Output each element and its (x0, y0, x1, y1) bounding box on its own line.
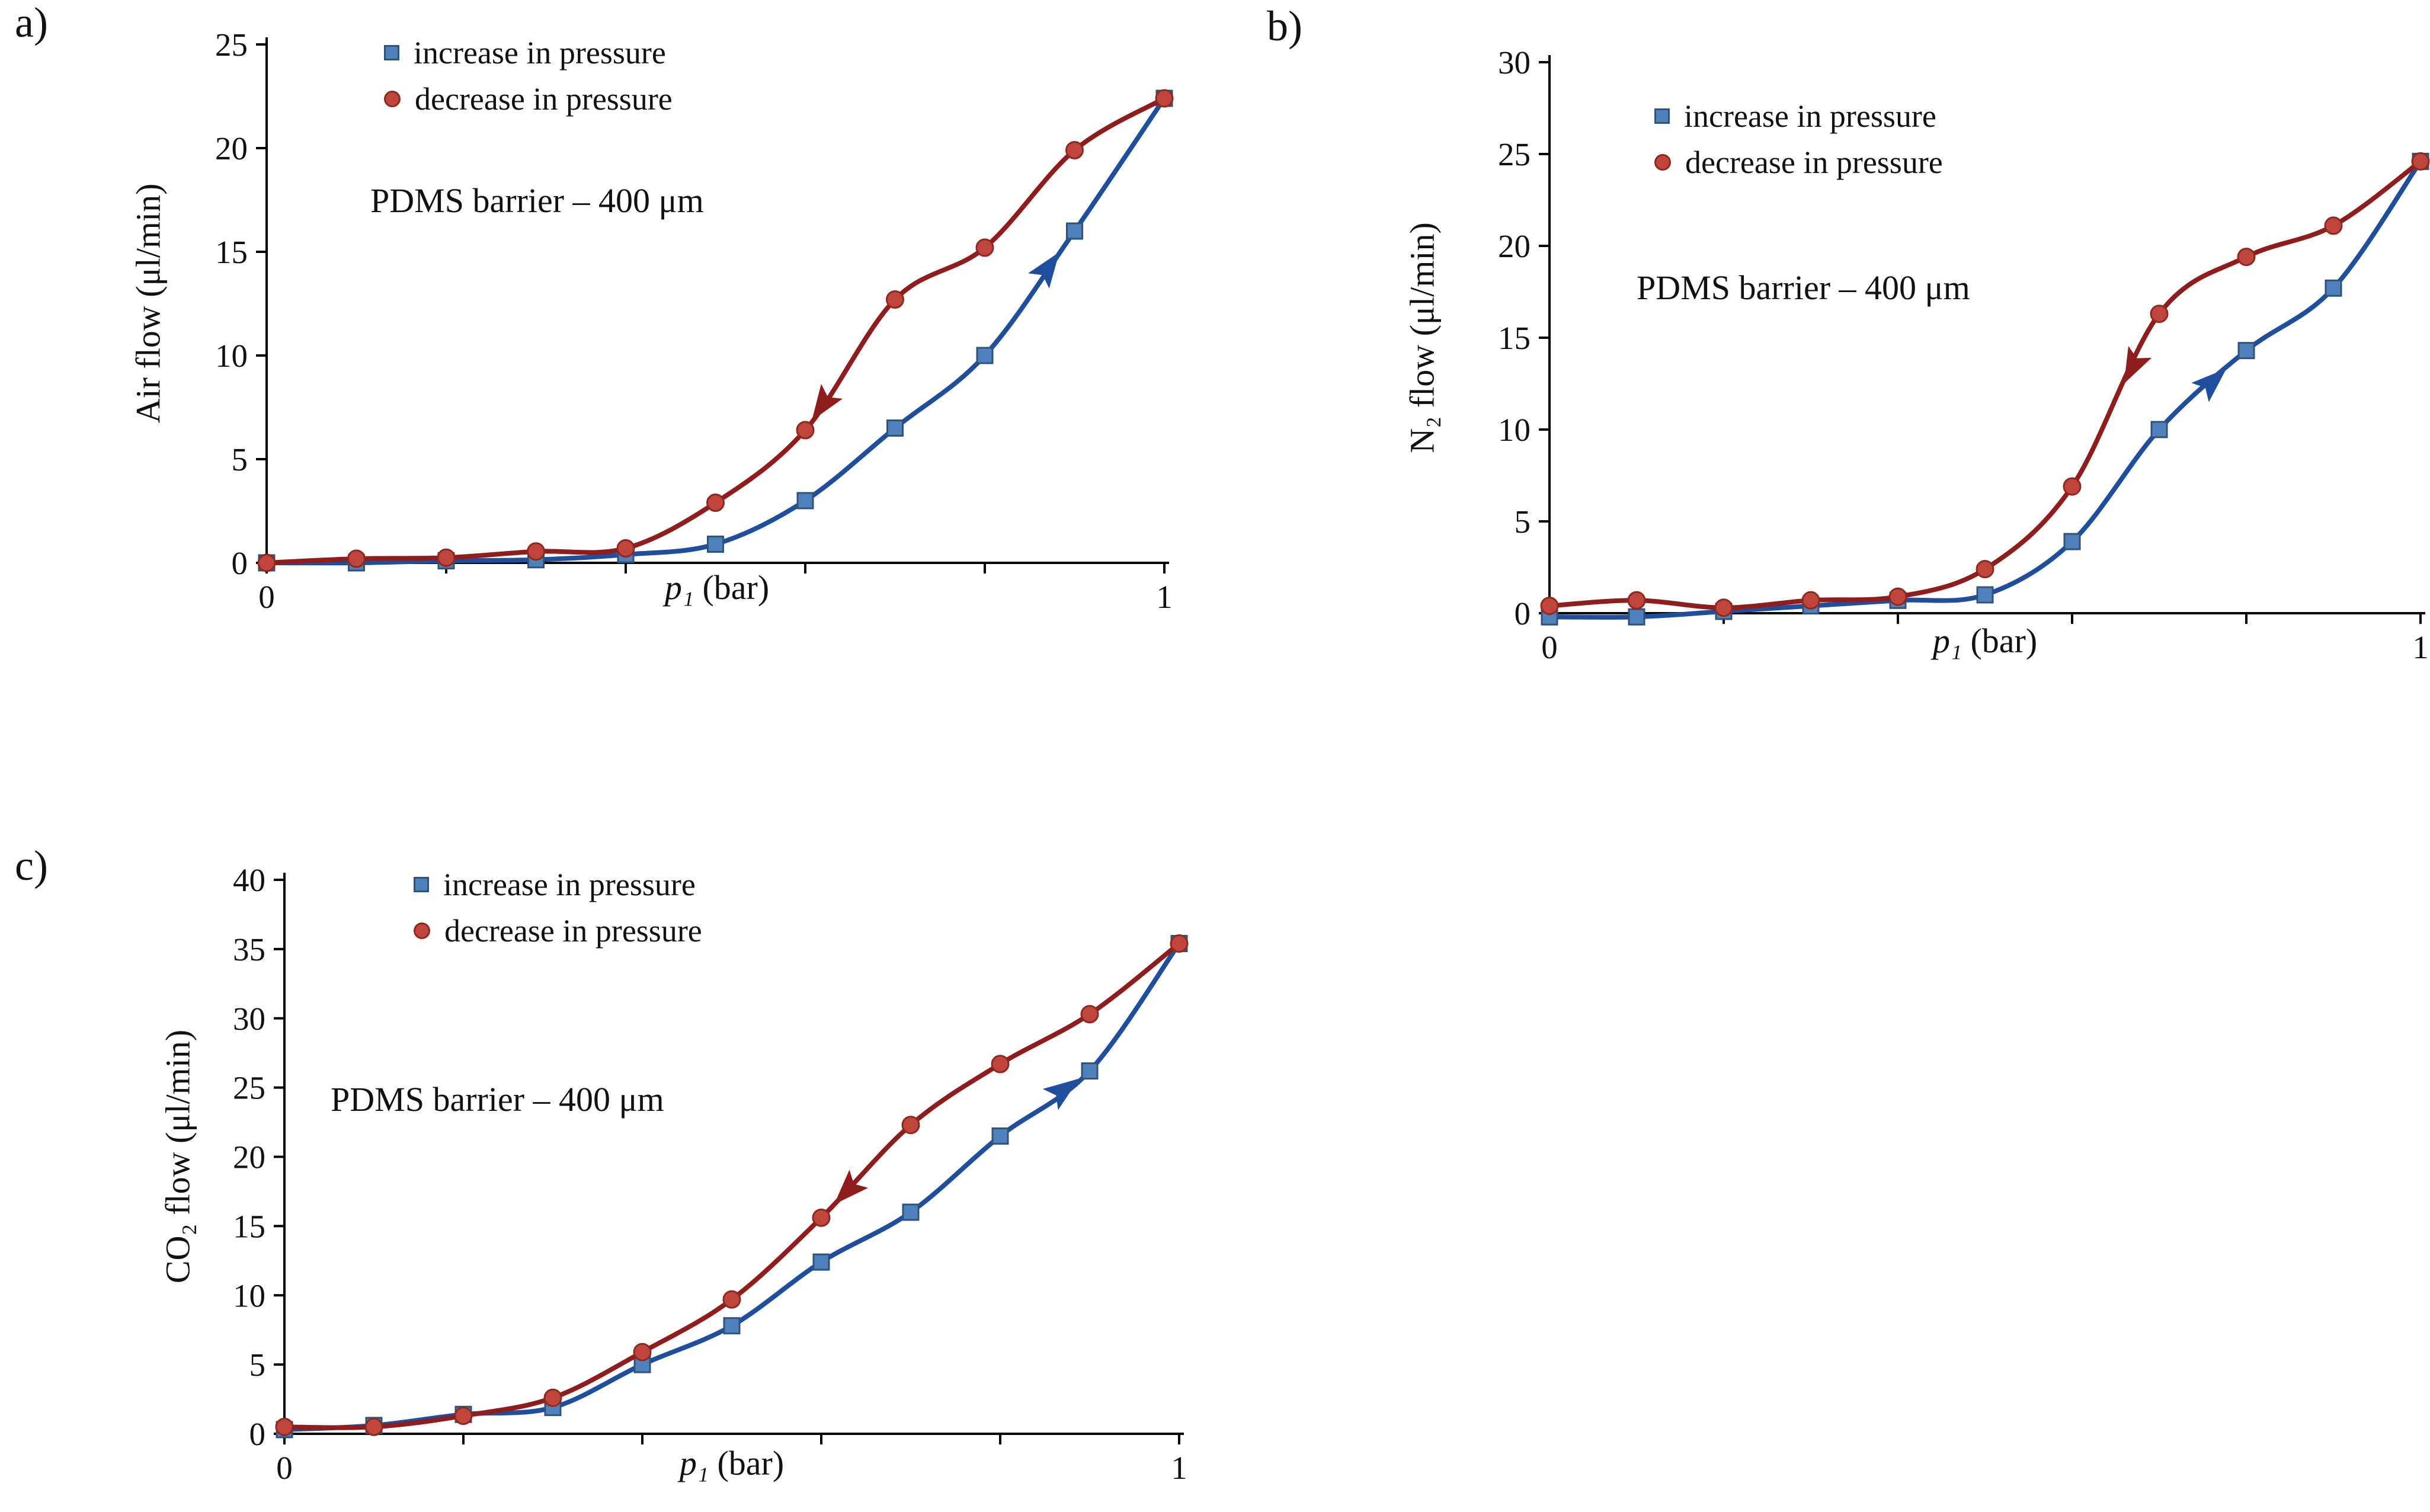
svg-text:20: 20 (215, 130, 248, 166)
svg-text:1: 1 (2412, 629, 2429, 665)
svg-text:25: 25 (233, 1070, 265, 1106)
svg-text:35: 35 (233, 931, 265, 968)
legend-b: increase in pressure decrease in pressur… (1654, 98, 1943, 181)
svg-text:30: 30 (233, 1001, 265, 1037)
legend-label-decrease: decrease in pressure (1685, 145, 1943, 181)
x-axis-label-b: p₁ (bar) (1933, 621, 2037, 661)
legend-item-increase: increase in pressure (414, 866, 702, 903)
x-axis-variable: p₁ (1932, 622, 1962, 660)
x-axis-unit: (bar) (1961, 622, 2038, 660)
svg-text:0: 0 (1515, 595, 1531, 632)
svg-text:25: 25 (1498, 136, 1531, 172)
annotation-a: PDMS barrier – 400 μm (370, 181, 704, 220)
panel-label-a: a) (15, 0, 48, 46)
chart-panel-b: b) 0 5 10 15 20 25 30 0 1 N₂ flow (μl/min) incre… (1244, 0, 2430, 770)
svg-text:15: 15 (215, 234, 248, 270)
chart-panel-a: a) 0 5 10 15 20 25 0 1 Air flow (μl/min) increa… (0, 0, 1244, 741)
svg-text:25: 25 (215, 27, 248, 63)
svg-text:1: 1 (1171, 1450, 1187, 1486)
y-axis-label-a: Air flow (μl/min) (129, 183, 168, 424)
legend-item-decrease: decrease in pressure (384, 81, 673, 117)
legend-item-decrease: decrease in pressure (414, 912, 702, 949)
x-axis-variable: p₁ (679, 1444, 709, 1482)
legend-square-marker-icon (1654, 108, 1670, 124)
plot-a: 0 5 10 15 20 25 0 1 (215, 27, 1174, 615)
svg-text:5: 5 (232, 441, 248, 478)
panel-label-b: b) (1267, 2, 1302, 50)
svg-text:0: 0 (276, 1450, 293, 1486)
legend-label-decrease: decrease in pressure (415, 81, 673, 117)
svg-text:20: 20 (233, 1139, 265, 1175)
plot-b: 0 5 10 15 20 25 30 0 1 (1498, 44, 2430, 665)
svg-text:40: 40 (233, 862, 265, 898)
svg-text:15: 15 (233, 1208, 265, 1244)
y-axis-label-b: N₂ flow (μl/min) (1403, 222, 1442, 453)
svg-text:5: 5 (249, 1347, 266, 1383)
legend-square-marker-icon (414, 877, 429, 893)
svg-text:10: 10 (233, 1277, 265, 1314)
svg-text:5: 5 (1515, 504, 1531, 540)
panel-label-c: c) (15, 842, 48, 889)
svg-text:0: 0 (258, 579, 275, 615)
annotation-b: PDMS barrier – 400 μm (1637, 268, 1970, 307)
legend-c: increase in pressure decrease in pressur… (414, 866, 702, 949)
svg-text:30: 30 (1498, 44, 1531, 81)
y-axis-label-c: CO₂ flow (μl/min) (158, 1029, 197, 1284)
legend-item-increase: increase in pressure (1654, 98, 1943, 134)
x-axis-unit: (bar) (708, 1444, 785, 1482)
legend-label-decrease: decrease in pressure (444, 913, 702, 949)
annotation-c: PDMS barrier – 400 μm (331, 1080, 664, 1119)
x-axis-variable: p₁ (664, 568, 694, 607)
x-axis-label-c: p₁ (bar) (680, 1443, 784, 1483)
chart-panel-c: c) 0 5 10 15 20 25 30 35 40 0 1 CO₂ flow (μl/min) … (0, 829, 1244, 1512)
legend-circle-marker-icon (1654, 154, 1671, 171)
legend-a: increase in pressure decrease in pressur… (384, 34, 673, 117)
plot-c: 0 5 10 15 20 25 30 35 40 0 1 (233, 862, 1189, 1486)
legend-circle-marker-icon (384, 91, 401, 108)
svg-text:0: 0 (1541, 629, 1558, 665)
legend-circle-marker-icon (414, 922, 430, 940)
legend-label-increase: increase in pressure (1684, 98, 1936, 134)
svg-text:0: 0 (249, 1416, 266, 1452)
legend-item-increase: increase in pressure (384, 34, 673, 71)
legend-label-increase: increase in pressure (443, 867, 696, 902)
legend-square-marker-icon (384, 45, 399, 61)
svg-text:15: 15 (1498, 320, 1531, 356)
x-axis-label-a: p₁ (bar) (665, 568, 769, 607)
svg-text:10: 10 (215, 338, 248, 374)
svg-text:0: 0 (232, 545, 248, 581)
svg-text:20: 20 (1498, 228, 1531, 264)
legend-item-decrease: decrease in pressure (1654, 144, 1943, 181)
svg-text:1: 1 (1156, 579, 1173, 615)
x-axis-unit: (bar) (693, 568, 770, 607)
legend-label-increase: increase in pressure (414, 35, 666, 71)
svg-text:10: 10 (1498, 412, 1531, 448)
